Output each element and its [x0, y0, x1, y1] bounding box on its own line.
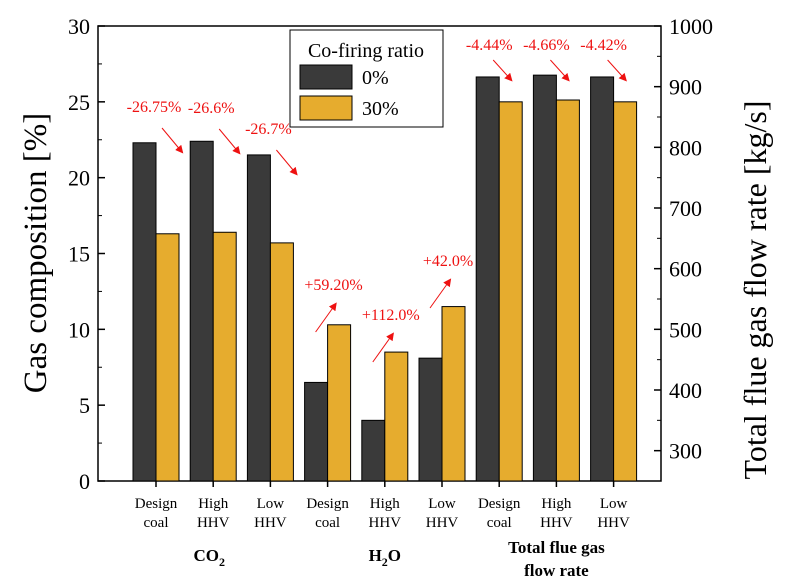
bar-30pct: [613, 101, 638, 482]
right-tick-label: 1000: [669, 14, 713, 39]
category-label-line1: Design: [306, 496, 349, 512]
left-axis-title: Gas composition [%]: [18, 113, 54, 393]
category-label-line1: Design: [478, 496, 521, 512]
legend-swatch-0: [299, 64, 353, 90]
bar-0pct: [418, 357, 443, 482]
legend-label-1: 30%: [362, 98, 399, 120]
bars-layer: [132, 74, 638, 482]
category-label-line2: coal: [315, 515, 340, 531]
bar-30pct: [269, 242, 294, 482]
left-tick-label: 5: [79, 393, 90, 418]
bar-0pct: [304, 381, 329, 482]
annotation-label: -26.7%: [245, 121, 292, 138]
bar-0pct: [475, 76, 500, 482]
annotations-layer: -26.75% -26.6% -26.7% +59.20%+112.0% +42.0% -…: [127, 37, 627, 363]
bar-0pct: [246, 154, 271, 482]
increase-arrow-icon: [429, 278, 452, 309]
annotation-label: -4.44%: [466, 37, 513, 54]
category-label-line1: High: [198, 496, 229, 512]
category-label-line2: HHV: [426, 515, 459, 531]
right-tick-label: 500: [669, 317, 702, 342]
decrease-arrow-icon: [607, 59, 627, 82]
bar-0pct: [361, 419, 386, 482]
decrease-arrow-icon: [276, 149, 298, 176]
category-label-line2: HHV: [197, 515, 230, 531]
bar-0pct: [189, 140, 214, 482]
group-label-h2o-end: O: [388, 546, 401, 565]
bar-30pct: [441, 306, 466, 482]
bar-30pct: [212, 231, 237, 482]
group-label-total-line2: flow rate: [524, 561, 589, 580]
legend: Co-firing ratio 0% 30%: [289, 29, 444, 128]
left-tick-label: 15: [68, 242, 90, 267]
bar-0pct: [132, 142, 157, 482]
decrease-arrow-icon: [550, 59, 570, 82]
bar-30pct: [498, 101, 523, 482]
decrease-arrow-icon: [218, 128, 241, 155]
decrease-arrow-icon: [492, 59, 513, 82]
bar-0pct: [532, 74, 557, 482]
right-tick-label: 700: [669, 196, 702, 221]
ticks-layer: 0 5 10 15 20 25 30 300 400 500 600 700 800 900 1000 Des…: [68, 14, 713, 580]
annotation-label: -4.42%: [580, 37, 627, 54]
left-tick-label: 25: [68, 90, 90, 115]
decrease-arrow-icon: [161, 127, 184, 154]
annotation-label: -4.66%: [523, 37, 570, 54]
category-label-line1: Low: [428, 496, 456, 512]
annotation-label: -26.75%: [127, 99, 182, 116]
category-label-line1: Low: [600, 496, 628, 512]
category-label-line2: HHV: [369, 515, 402, 531]
category-label-line2: coal: [144, 515, 169, 531]
bar-30pct: [327, 324, 352, 482]
category-label-line1: High: [370, 496, 401, 512]
legend-title: Co-firing ratio: [308, 40, 424, 62]
group-label-co2-sub: 2: [219, 555, 225, 569]
group-label-h2o-sub: 2: [382, 555, 388, 569]
category-label-line2: HHV: [540, 515, 573, 531]
category-label-line1: Low: [257, 496, 285, 512]
category-label-line2: HHV: [597, 515, 630, 531]
left-tick-label: 10: [68, 317, 90, 342]
right-tick-label: 900: [669, 75, 702, 100]
bar-30pct: [155, 233, 180, 482]
category-label-line2: HHV: [254, 515, 287, 531]
category-label-line1: High: [541, 496, 572, 512]
increase-arrow-icon: [372, 332, 394, 363]
increase-arrow-icon: [315, 302, 337, 333]
right-axis-title: Total flue gas flow rate [kg/s]: [737, 101, 773, 480]
category-label-line2: coal: [487, 515, 512, 531]
bar-30pct: [555, 99, 580, 482]
group-label-co2: CO2: [193, 546, 225, 569]
group-label-total-line1: Total flue gas: [508, 538, 605, 557]
annotation-label: +42.0%: [423, 253, 473, 270]
annotation-label: +112.0%: [362, 307, 420, 324]
legend-swatch-1: [299, 95, 353, 121]
right-tick-label: 300: [669, 439, 702, 464]
category-label-line1: Design: [135, 496, 178, 512]
right-tick-label: 800: [669, 135, 702, 160]
bar-0pct: [590, 76, 615, 482]
right-tick-label: 600: [669, 257, 702, 282]
legend-label-0: 0%: [362, 67, 389, 89]
annotation-label: +59.20%: [304, 277, 362, 294]
left-tick-label: 0: [79, 469, 90, 494]
right-tick-label: 400: [669, 378, 702, 403]
left-tick-label: 30: [68, 14, 90, 39]
left-tick-label: 20: [68, 166, 90, 191]
group-label-h2o: H2O: [369, 546, 401, 569]
annotation-label: -26.6%: [188, 100, 235, 117]
bar-30pct: [384, 351, 409, 482]
